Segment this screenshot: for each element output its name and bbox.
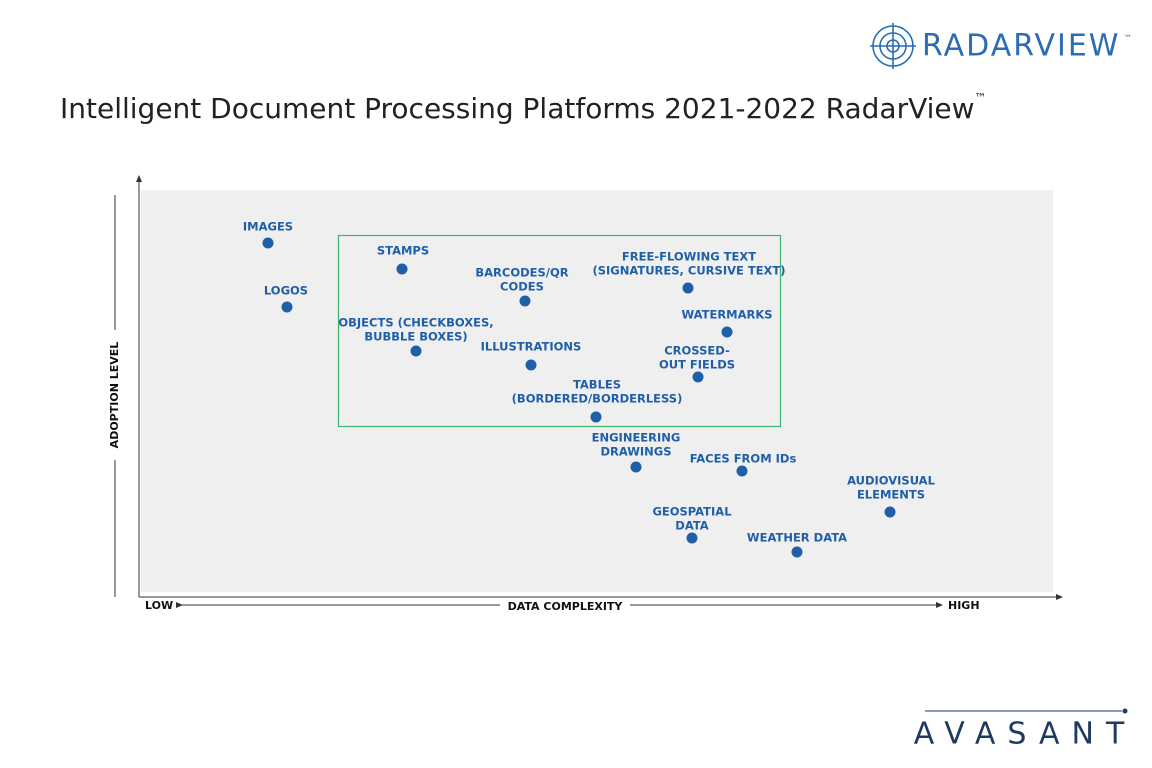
- x-low: LOW: [145, 599, 173, 612]
- node-label: (SIGNATURES, CURSIVE TEXT): [592, 264, 785, 278]
- node-label: WATERMARKS: [681, 308, 772, 322]
- node-dot: [590, 411, 602, 423]
- node-label: STAMPS: [377, 244, 429, 258]
- node-label: TABLES: [573, 378, 621, 392]
- node-dot: [396, 263, 408, 275]
- node-label: BUBBLE BOXES): [364, 330, 467, 344]
- node-dot: [686, 532, 698, 544]
- node-label: OUT FIELDS: [659, 358, 735, 372]
- node-dot: [630, 461, 642, 473]
- highlight-box: [337, 234, 782, 428]
- title: Intelligent Document Processing Platform…: [60, 91, 987, 126]
- plot-area: [141, 190, 1053, 592]
- node-dot: [519, 295, 531, 307]
- node-label: DATA: [675, 519, 709, 533]
- node-label: ENGINEERING: [592, 431, 681, 445]
- logo-mark: ™: [1124, 34, 1132, 43]
- node-dot: [791, 546, 803, 558]
- node-label: IMAGES: [243, 220, 293, 234]
- node-dot: [525, 359, 537, 371]
- node-label: CODES: [500, 280, 544, 294]
- x-axis-label: DATA COMPLEXITY: [508, 600, 624, 613]
- node-dot: [721, 326, 733, 338]
- node-label: FREE-FLOWING TEXT: [622, 250, 756, 264]
- node-label: WEATHER DATA: [747, 531, 847, 545]
- node-dot: [736, 465, 748, 477]
- node-label: (BORDERED/BORDERLESS): [512, 392, 683, 406]
- node-label: ILLUSTRATIONS: [481, 340, 582, 354]
- node-label: AUDIOVISUAL: [847, 474, 936, 488]
- y-axis-label: ADOPTION LEVEL: [108, 342, 121, 449]
- footer-brand: AVASANT: [914, 717, 1137, 752]
- node-label: FACES FROM IDs: [690, 452, 797, 466]
- node-dot: [410, 345, 422, 357]
- node-dot: [682, 282, 694, 294]
- logo-text: RADARVIEW: [922, 29, 1120, 64]
- node-label: CROSSED-: [664, 344, 730, 358]
- node-dot: [281, 301, 293, 313]
- node-dot: [692, 371, 704, 383]
- footer-dot: [1122, 708, 1128, 714]
- node-label: ELEMENTS: [857, 488, 925, 502]
- node-label: GEOSPATIAL: [652, 505, 732, 519]
- node-label: LOGOS: [264, 284, 308, 298]
- x-high: HIGH: [948, 599, 980, 612]
- node-label: BARCODES/QR: [475, 266, 568, 280]
- title-text: Intelligent Document Processing Platform…: [60, 92, 975, 125]
- title-mark: ™: [975, 91, 987, 105]
- node-label: OBJECTS (CHECKBOXES,: [338, 316, 493, 330]
- node-dot: [884, 506, 896, 518]
- node-dot: [262, 237, 274, 249]
- node-label: DRAWINGS: [600, 445, 671, 459]
- logo-icon: [870, 23, 916, 69]
